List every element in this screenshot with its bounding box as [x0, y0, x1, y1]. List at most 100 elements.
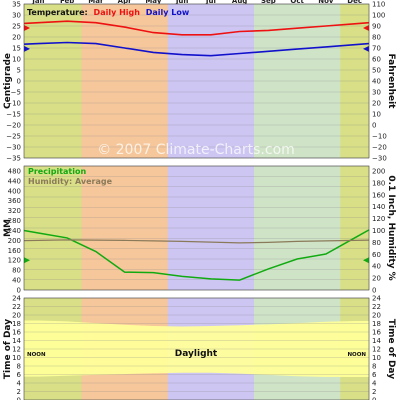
y-tick-label: 18: [372, 320, 381, 328]
month-label-mar: Mar: [88, 0, 104, 5]
panel-frame: [23, 165, 370, 291]
y-tick-label: 35: [12, 1, 21, 9]
y-tick-label: 30: [372, 89, 381, 97]
y-tick-label: 10: [372, 111, 381, 119]
month-label-feb: Feb: [60, 0, 74, 5]
series-lines: [23, 229, 370, 281]
month-label-may: May: [145, 0, 161, 5]
daylight-band: [24, 320, 369, 378]
y-axis-title-right: Fahrenheit: [386, 54, 396, 110]
daylight-area: [24, 320, 369, 378]
noon-label-left: NOON: [27, 352, 46, 358]
y-axis-title-right: 0.1 Inch, Humidity %: [386, 175, 396, 280]
y-tick-label: 8: [372, 363, 376, 371]
daily-low-line: [23, 41, 370, 57]
precip-mean-marker-right: [363, 257, 369, 264]
y-tick-label: 160: [372, 191, 385, 199]
y-tick-label: 10: [12, 354, 21, 362]
panel-frame: [23, 3, 370, 159]
y-tick-label: −35: [6, 155, 21, 163]
y-tick-label: 240: [8, 227, 21, 235]
month-label-oct: Oct: [290, 0, 304, 5]
y-tick-label: 20: [372, 100, 381, 108]
y-axis-title-left: MM: [3, 219, 13, 237]
y-tick-label: −30: [6, 144, 21, 152]
y-tick-label: 0: [372, 287, 376, 295]
y-tick-label: 180: [372, 179, 385, 187]
y-tick-label: 18: [12, 320, 21, 328]
y-tick-label: −10: [372, 133, 387, 141]
y-tick-label: 14: [12, 337, 21, 345]
daylight-panel: 242220181614121086420 242220181614121086…: [3, 295, 396, 400]
legend-title: Temperature:: [27, 8, 88, 17]
y-tick-label: 5: [17, 67, 21, 75]
legend-humidity: Humidity: Average: [28, 177, 113, 186]
y-tick-label: 70: [372, 45, 381, 53]
y-tick-label: 0: [17, 78, 21, 86]
panel-frame: [23, 297, 370, 400]
y-tick-label: 160: [8, 247, 21, 255]
y-tick-label: 8: [17, 363, 21, 371]
y-tick-label: 200: [372, 167, 385, 175]
watermark: © 2007 Climate-Charts.com: [97, 142, 295, 158]
y-tick-label: 120: [372, 215, 385, 223]
y-tick-label: 0: [17, 287, 21, 295]
month-label-sep: Sep: [261, 0, 276, 5]
y-tick-label: 20: [372, 312, 381, 320]
y-tick-label: 6: [17, 371, 22, 379]
y-tick-label: 22: [12, 303, 21, 311]
y-tick-label: 10: [372, 354, 381, 362]
y-tick-label: 50: [372, 67, 381, 75]
y-tick-label: −15: [6, 111, 21, 119]
y-tick-label: −20: [372, 144, 387, 152]
y-tick-label: 0: [372, 397, 376, 400]
y-axis-title-left: Centigrade: [3, 53, 13, 109]
precip-mean-marker-left: [24, 257, 30, 264]
y-tick-label: 20: [372, 275, 381, 283]
series-lines: [23, 20, 370, 57]
y-tick-label: 480: [8, 167, 21, 175]
legend-precipitation: Precipitation: [28, 167, 86, 176]
noon-label-right: NOON: [347, 352, 366, 358]
y-tick-label: 0: [372, 122, 376, 130]
y-tick-label: −30: [372, 155, 387, 163]
y-ticks-right: 242220181614121086420: [372, 295, 381, 400]
month-label-dec: Dec: [347, 0, 362, 5]
daily-high-line: [23, 20, 370, 36]
y-tick-label: 80: [372, 34, 381, 42]
y-tick-label: 20: [12, 34, 21, 42]
month-label-jul: Jul: [205, 0, 216, 5]
y-tick-label: 4: [17, 380, 22, 388]
y-tick-label: −10: [6, 100, 21, 108]
y-tick-label: 120: [8, 257, 21, 265]
y-tick-label: −20: [6, 122, 21, 130]
y-tick-label: 4: [372, 380, 377, 388]
y-tick-label: 10: [12, 56, 21, 64]
y-axis-title-right: Time of Day: [386, 319, 396, 379]
y-tick-label: 6: [372, 371, 377, 379]
y-tick-label: 140: [372, 203, 385, 211]
y-ticks-left: 35 30 25 20 15 10 5 0 −5 −10 −15 −20 −25 −30 −35: [6, 1, 21, 163]
y-tick-label: 15: [12, 45, 21, 53]
month-labels: Jan Feb Mar Apr May Jun Jul Aug Sep Oct Nov Dec: [31, 0, 362, 5]
y-tick-label: 200: [8, 237, 21, 245]
legend-daily-low: Daily Low: [146, 8, 190, 17]
annual-mean-marker-left: [24, 45, 30, 52]
legend-daily-high: Daily High: [94, 8, 141, 17]
annual-mean-marker-right: [363, 24, 369, 31]
y-tick-label: 100: [372, 12, 385, 20]
month-label-aug: Aug: [232, 0, 247, 5]
y-tick-label: 80: [12, 267, 21, 275]
y-tick-label: 2: [372, 388, 376, 396]
y-tick-label: 22: [372, 303, 381, 311]
y-tick-label: 24: [12, 295, 21, 303]
y-tick-label: 30: [12, 12, 21, 20]
month-label-apr: Apr: [118, 0, 132, 5]
y-tick-label: 40: [372, 263, 381, 271]
y-tick-label: 24: [372, 295, 381, 303]
y-tick-label: 80: [372, 239, 381, 247]
month-label-nov: Nov: [318, 0, 334, 5]
